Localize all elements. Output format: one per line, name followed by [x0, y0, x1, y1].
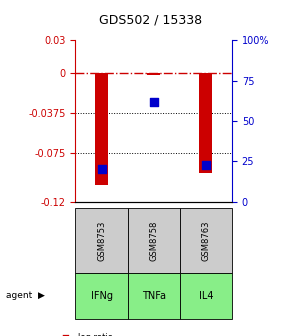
Text: log ratio: log ratio: [78, 333, 113, 336]
Text: GDS502 / 15338: GDS502 / 15338: [99, 14, 202, 27]
Text: IL4: IL4: [199, 291, 213, 301]
Text: GSM8758: GSM8758: [149, 220, 158, 261]
Bar: [147, 73, 160, 75]
Point: [99, 167, 104, 172]
Text: ■: ■: [61, 333, 69, 336]
Text: GSM8763: GSM8763: [201, 220, 211, 261]
Text: GSM8753: GSM8753: [97, 220, 106, 261]
Bar: [95, 73, 108, 185]
Text: agent  ▶: agent ▶: [6, 291, 45, 300]
Text: TNFa: TNFa: [142, 291, 166, 301]
Point: [204, 162, 208, 167]
Point: [151, 99, 156, 104]
Text: IFNg: IFNg: [90, 291, 113, 301]
Bar: [199, 73, 212, 173]
